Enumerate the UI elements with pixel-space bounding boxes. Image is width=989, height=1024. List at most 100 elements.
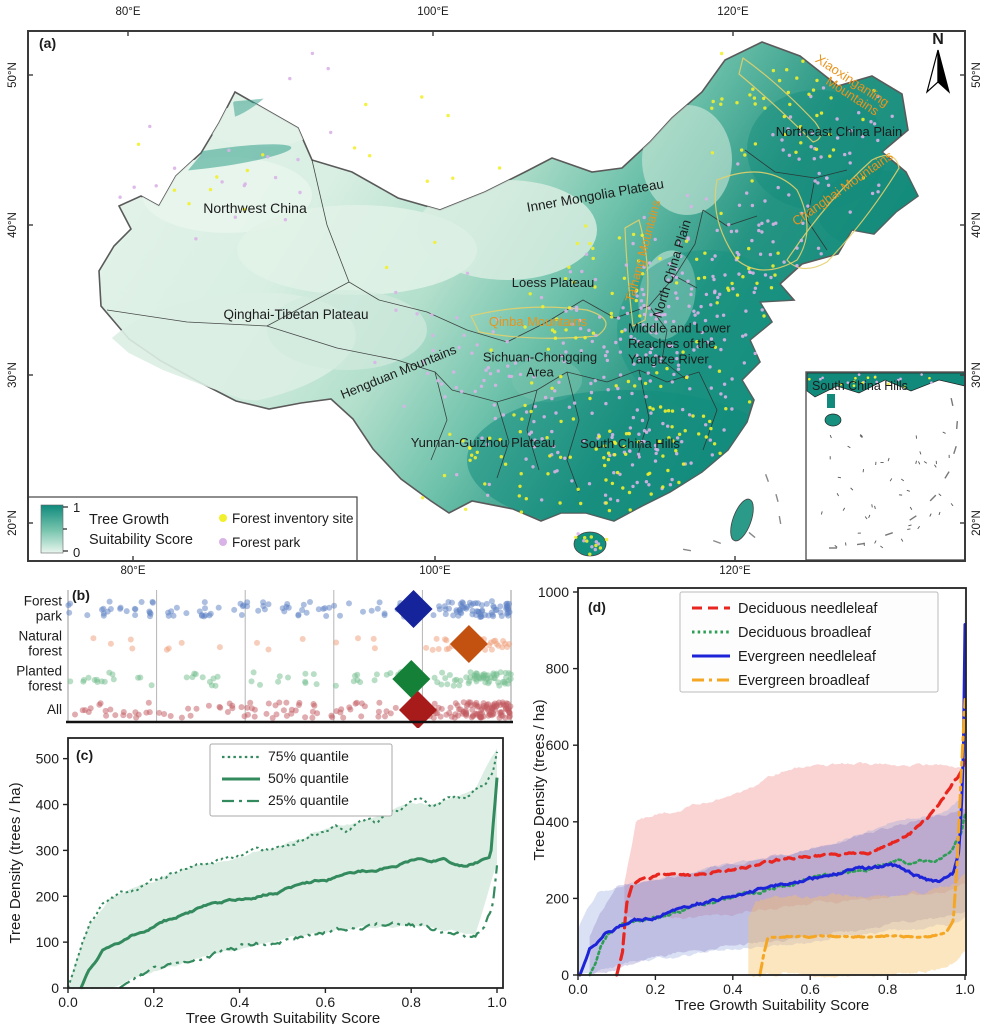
inset-island-speck [938,493,942,497]
forest-park-dot [644,480,649,484]
x-axis-label: Tree Growth Suitability Score [186,1010,381,1024]
strip-point [333,639,340,646]
plot-frame [67,737,504,989]
forest-park-dot [721,313,726,317]
forest-park-dot [637,432,641,436]
forest-park-dot [797,157,801,161]
inset-island-speck [829,434,832,439]
forest-park-dot [753,351,757,356]
forest-inventory-dot [604,537,609,542]
y-tick-label: 1000 [538,584,569,600]
legend-frame [27,496,358,562]
inset-dash-line [953,445,957,455]
strip-point [485,712,492,719]
forest-inventory-dot [433,240,437,245]
series-line [578,623,967,977]
strip-point [161,711,168,717]
forest-park-dot [610,433,615,437]
colorbar [40,504,64,554]
strip-point [202,605,208,612]
forest-park-dot [603,493,608,497]
inset-hainan [824,413,842,427]
map-tick-bottom: 120°E [719,565,751,577]
forest-park-dot [587,328,591,332]
forest-inventory-dot [530,381,534,385]
strip-point [187,712,194,719]
region-boundary [566,371,580,493]
forest-inventory-dot [666,409,671,413]
forest-park-dot [638,377,642,381]
strip-point [502,680,508,687]
forest-inventory-dot [617,236,622,240]
strip-point [247,699,254,706]
legend-item-label: Forest inventory site [232,511,354,526]
forest-park-dot [567,405,572,409]
series-line [615,758,967,977]
forest-inventory-dot [588,552,592,556]
forest-inventory-dot [807,92,811,96]
strip-point [132,709,139,716]
forest-inventory-dot [701,414,706,418]
forest-park-dot [629,334,633,339]
forest-inventory-dot [631,232,636,237]
inset-dot [808,377,811,381]
strip-point [429,646,436,653]
category-label: Natural [18,629,62,644]
forest-park-dot [795,264,799,268]
forest-inventory-dot [624,452,628,456]
quantile-band [68,748,497,990]
strip-point [441,603,448,610]
forest-inventory-dot [752,96,757,100]
forest-inventory-dot [681,350,685,354]
x-axis-label: Tree Growth Suitability Score [675,997,870,1014]
inset-dot [846,381,850,384]
forest-park-dot [283,218,288,222]
forest-park-dot [636,452,641,456]
forest-park-dot [640,287,644,292]
strip-point [299,607,306,613]
strip-point [127,636,134,643]
forest-inventory-dot [674,281,679,285]
plot-frame [577,587,967,976]
forest-park-dot [431,333,435,338]
strip-point [257,681,263,688]
strip-point [446,672,453,678]
forest-inventory-dot [585,539,589,543]
x-tick-label: 0.4 [230,994,250,1010]
forest-inventory-dot [575,241,580,246]
region-label: Northeast China Plain [776,124,902,139]
forest-park-dot [763,273,768,277]
forest-inventory-dot [519,510,524,514]
forest-park-dot [542,415,546,419]
forest-inventory-dot [136,142,141,146]
mountain-region-outline [738,57,822,143]
forest-inventory-dot [641,272,645,276]
strip-point [444,681,451,688]
forest-park-dot [485,442,489,446]
forest-inventory-dot [215,175,219,179]
forest-park-dot [722,338,727,342]
forest-inventory-dot [762,96,766,101]
y-tick-label: 600 [546,737,570,753]
forest-inventory-dot [777,78,782,83]
forest-inventory-dot [670,409,675,413]
strip-point [198,612,205,618]
strip-point [285,674,291,681]
strip-point [452,700,459,707]
forest-park-dot [624,263,629,267]
inset-peninsula [827,394,835,408]
strip-point [430,612,437,619]
forest-park-dot [687,413,692,417]
forest-park-dot [671,273,675,278]
forest-inventory-dot [589,535,593,539]
forest-inventory-dot [712,442,717,446]
map-tick-left: 40°N [7,212,19,238]
forest-park-dot [532,375,536,379]
terrain-patch [617,250,797,410]
forest-inventory-dot [519,472,523,476]
quantile-line-75 [67,751,498,989]
strip-point [97,700,104,707]
forest-park-dot [506,364,510,368]
forest-park-dot [810,131,815,135]
forest-park-dot [482,378,486,383]
